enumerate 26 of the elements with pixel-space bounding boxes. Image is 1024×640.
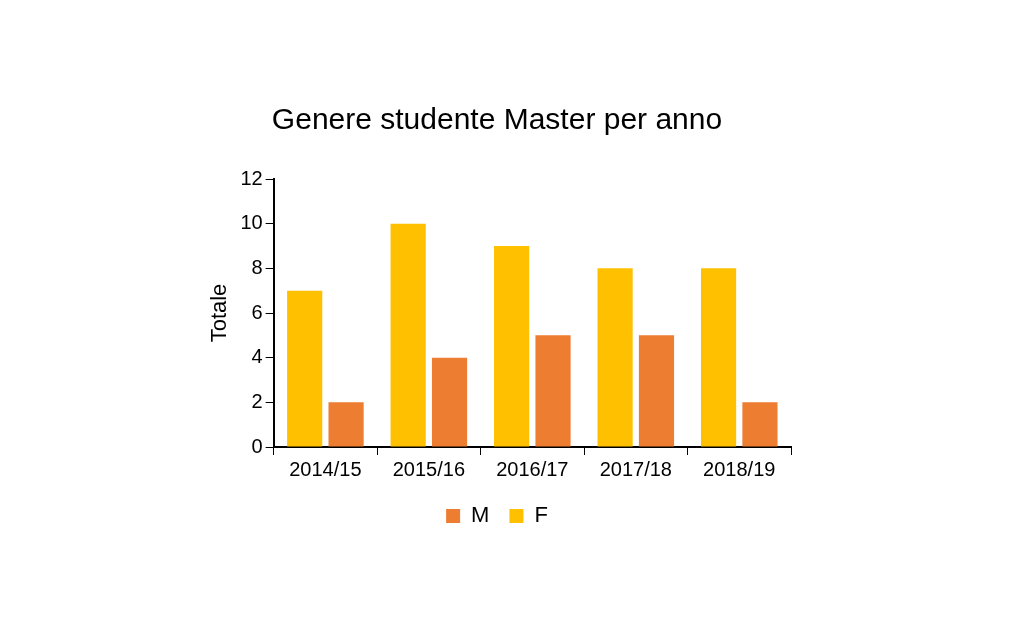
bar	[742, 402, 778, 447]
bar	[638, 335, 675, 447]
y-tick-label: 6	[251, 300, 263, 323]
y-tick-label: 8	[251, 255, 263, 278]
y-tick-label: 12	[240, 166, 263, 189]
bar	[328, 402, 364, 447]
chart-title: Genere studente Master per anno	[271, 102, 723, 136]
bar	[700, 268, 737, 447]
x-tick-label: 2017/18	[599, 457, 672, 480]
bar	[597, 268, 633, 447]
y-tick-label: 4	[251, 345, 263, 368]
bar	[494, 246, 530, 447]
y-tick-label: 2	[251, 389, 263, 412]
bar	[431, 357, 468, 447]
bar	[535, 335, 571, 447]
y-axis-title: Totale	[206, 283, 232, 343]
x-tick-label: 2015/16	[392, 457, 465, 480]
legend-label: F	[534, 502, 548, 528]
x-tick-label: 2018/19	[703, 457, 776, 480]
x-tick-label: 2014/15	[289, 457, 362, 480]
bar	[287, 290, 323, 447]
y-tick-label: 10	[240, 211, 263, 234]
bar	[390, 223, 426, 447]
legend-label: M	[471, 502, 490, 528]
y-tick-label: 0	[251, 434, 263, 457]
x-tick-label: 2016/17	[496, 457, 569, 480]
